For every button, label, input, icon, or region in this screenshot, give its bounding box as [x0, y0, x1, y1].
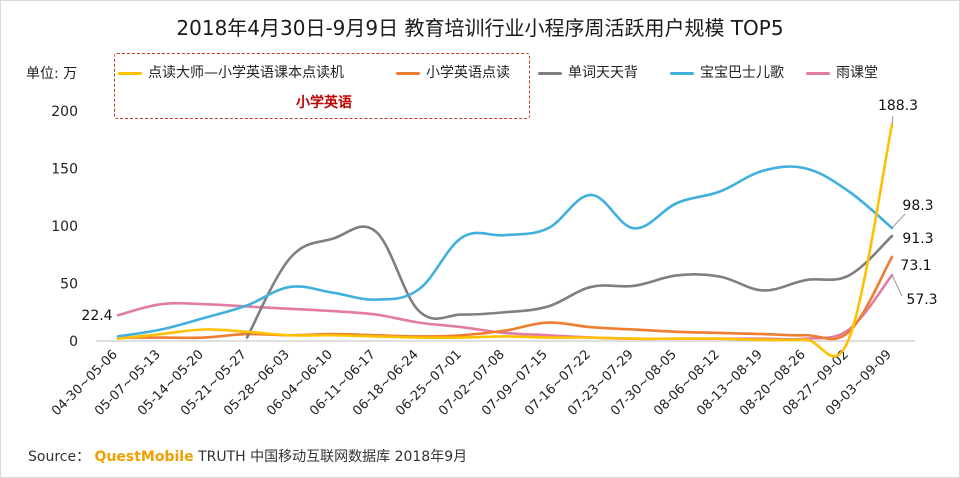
legend-item: 雨课堂 — [806, 62, 878, 82]
legend-label: 雨课堂 — [836, 65, 878, 81]
data-labels: 22.4 188.3 98.3 91.3 73.1 57.3 — [81, 98, 937, 324]
source-note: Source： QuestMobile TRUTH 中国移动互联网数据库 201… — [28, 446, 467, 466]
data-label: 22.4 — [81, 308, 112, 324]
legend-swatch — [806, 71, 830, 75]
legend-label: 宝宝巴士儿歌 — [700, 65, 784, 81]
data-label: 98.3 — [902, 198, 933, 214]
legend-swatch — [670, 71, 694, 75]
chart-title: 2018年4月30日-9月9日 教育培训行业小程序周活跃用户规模 TOP5 — [176, 16, 784, 40]
data-label-leader — [891, 274, 903, 297]
series-line — [116, 255, 894, 341]
legend-label: 单词天天背 — [568, 65, 638, 81]
source-prefix: Source： — [28, 449, 91, 465]
source-brand: QuestMobile — [94, 449, 194, 465]
y-tick-label: 100 — [51, 219, 78, 235]
series-line — [245, 225, 894, 339]
legend-note: 小学英语 — [296, 95, 352, 111]
series-line — [116, 123, 894, 358]
unit-label: 单位: 万 — [26, 66, 78, 82]
legend-swatch — [396, 71, 420, 75]
legend-box — [114, 53, 530, 119]
source-rest: TRUTH 中国移动互联网数据库 2018年9月 — [198, 449, 468, 465]
legend-item: 点读大师—小学英语课本点读机 — [118, 62, 344, 82]
data-label: 57.3 — [906, 292, 937, 308]
legend-label: 点读大师—小学英语课本点读机 — [148, 65, 344, 81]
legend-label: 小学英语点读 — [426, 65, 510, 81]
legend-item: 宝宝巴士儿歌 — [670, 62, 784, 82]
plot-lines — [116, 123, 894, 358]
y-tick-label: 50 — [60, 277, 78, 293]
legend-item: 小学英语点读 — [396, 62, 510, 82]
y-tick-label: 150 — [51, 162, 78, 178]
y-tick-label: 200 — [51, 104, 78, 120]
data-label: 91.3 — [902, 231, 933, 247]
data-label-leader — [891, 115, 894, 125]
x-axis: 04-30~05-0605-07~05-1305-14~05-2005-21~0… — [49, 340, 915, 419]
y-tick-label: 0 — [69, 334, 78, 350]
data-label: 188.3 — [878, 98, 918, 114]
legend-swatch — [118, 71, 142, 75]
legend-item: 单词天天背 — [538, 62, 638, 82]
legend-swatch — [538, 71, 562, 75]
data-label-leader — [891, 213, 906, 229]
y-axis: 0 50 100 150 200 — [51, 104, 78, 350]
series-line — [116, 165, 894, 338]
data-label: 73.1 — [900, 258, 931, 274]
